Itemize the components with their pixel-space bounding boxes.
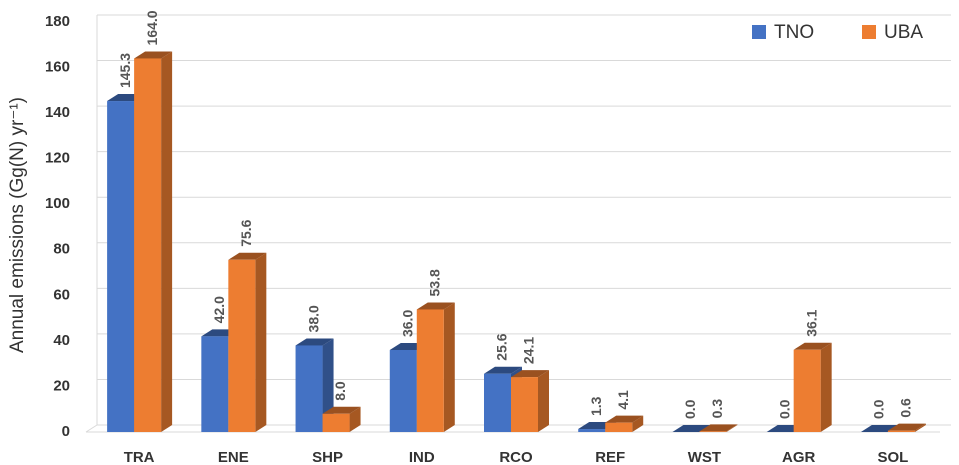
bar — [793, 349, 821, 432]
bar-side — [914, 423, 926, 432]
bar-top — [699, 424, 738, 432]
value-label: 36.1 — [803, 309, 819, 336]
x-tick-label: SHP — [312, 449, 343, 465]
bar — [578, 429, 606, 432]
y-tick-label: 100 — [45, 195, 70, 212]
bar-side — [726, 424, 738, 432]
x-tick-label: IND — [409, 449, 435, 465]
value-label: 24.1 — [521, 337, 537, 364]
bar-top — [887, 423, 926, 431]
x-tick-label: AGR — [782, 449, 816, 465]
bar-side — [632, 415, 644, 432]
x-tick-label: REF — [595, 449, 625, 465]
bar-top — [322, 406, 361, 414]
bar-side — [443, 302, 455, 432]
value-label: 8.0 — [332, 381, 348, 401]
y-tick-label: 40 — [53, 332, 70, 349]
y-tick-label: 160 — [45, 59, 70, 76]
bar — [107, 101, 135, 433]
bar — [416, 309, 444, 432]
value-label: 53.8 — [426, 269, 442, 296]
bar-side — [255, 252, 267, 432]
value-label: 0.0 — [871, 399, 887, 419]
value-label: 0.3 — [709, 399, 725, 419]
bar — [295, 345, 323, 432]
value-label: 75.6 — [238, 219, 254, 246]
legend-swatch — [752, 25, 766, 39]
bar — [605, 422, 633, 432]
bar — [228, 259, 256, 432]
y-tick-label: 80 — [53, 241, 70, 258]
bar-top — [295, 338, 334, 346]
legend-label: UBA — [884, 22, 923, 43]
left-wall — [85, 424, 98, 433]
x-tick-label: WST — [688, 449, 721, 465]
value-label: 42.0 — [211, 296, 227, 323]
bar-top — [416, 302, 455, 310]
bar-top — [793, 342, 832, 350]
bar-top — [605, 415, 644, 423]
y-tick-label: 140 — [45, 104, 70, 121]
y-tick-label: 20 — [53, 377, 70, 394]
value-label: 0.0 — [682, 399, 698, 419]
value-label: 1.3 — [588, 396, 604, 416]
bar — [389, 350, 417, 432]
legend-swatch — [862, 25, 876, 39]
bar — [511, 377, 538, 432]
bar — [887, 430, 915, 432]
value-label: 4.1 — [615, 390, 631, 410]
value-label: 36.0 — [399, 310, 415, 337]
bar-top — [672, 425, 711, 432]
bar — [699, 431, 727, 432]
x-tick-label: ENE — [218, 449, 249, 465]
value-label: 25.6 — [494, 333, 510, 360]
value-label: 38.0 — [305, 305, 321, 332]
y-tick-label: 180 — [45, 13, 70, 30]
y-tick-label: 120 — [45, 150, 70, 167]
bar-side — [349, 406, 361, 432]
bar-top — [511, 370, 549, 378]
value-label: 0.0 — [776, 399, 792, 419]
value-label: 0.6 — [898, 398, 914, 418]
bar — [201, 336, 229, 432]
y-tick-label: 0 — [62, 423, 70, 440]
legend-label: TNO — [774, 22, 814, 43]
x-tick-label: SOL — [877, 449, 908, 465]
bar-side — [538, 370, 549, 432]
bar-side — [820, 342, 832, 432]
bar-top — [228, 252, 267, 260]
value-label: 164.0 — [144, 10, 160, 45]
y-axis-title: Annual emissions (Gg(N) yr⁻¹) — [7, 97, 28, 353]
y-tick-label: 60 — [53, 286, 70, 303]
bar-side — [161, 51, 173, 432]
bar — [134, 58, 162, 432]
bar — [322, 413, 350, 432]
bar-top — [484, 366, 522, 374]
x-tick-label: TRA — [124, 449, 155, 465]
x-tick-label: RCO — [499, 449, 533, 465]
bar-top — [134, 51, 173, 59]
bar — [484, 373, 511, 432]
value-label: 145.3 — [117, 53, 133, 88]
